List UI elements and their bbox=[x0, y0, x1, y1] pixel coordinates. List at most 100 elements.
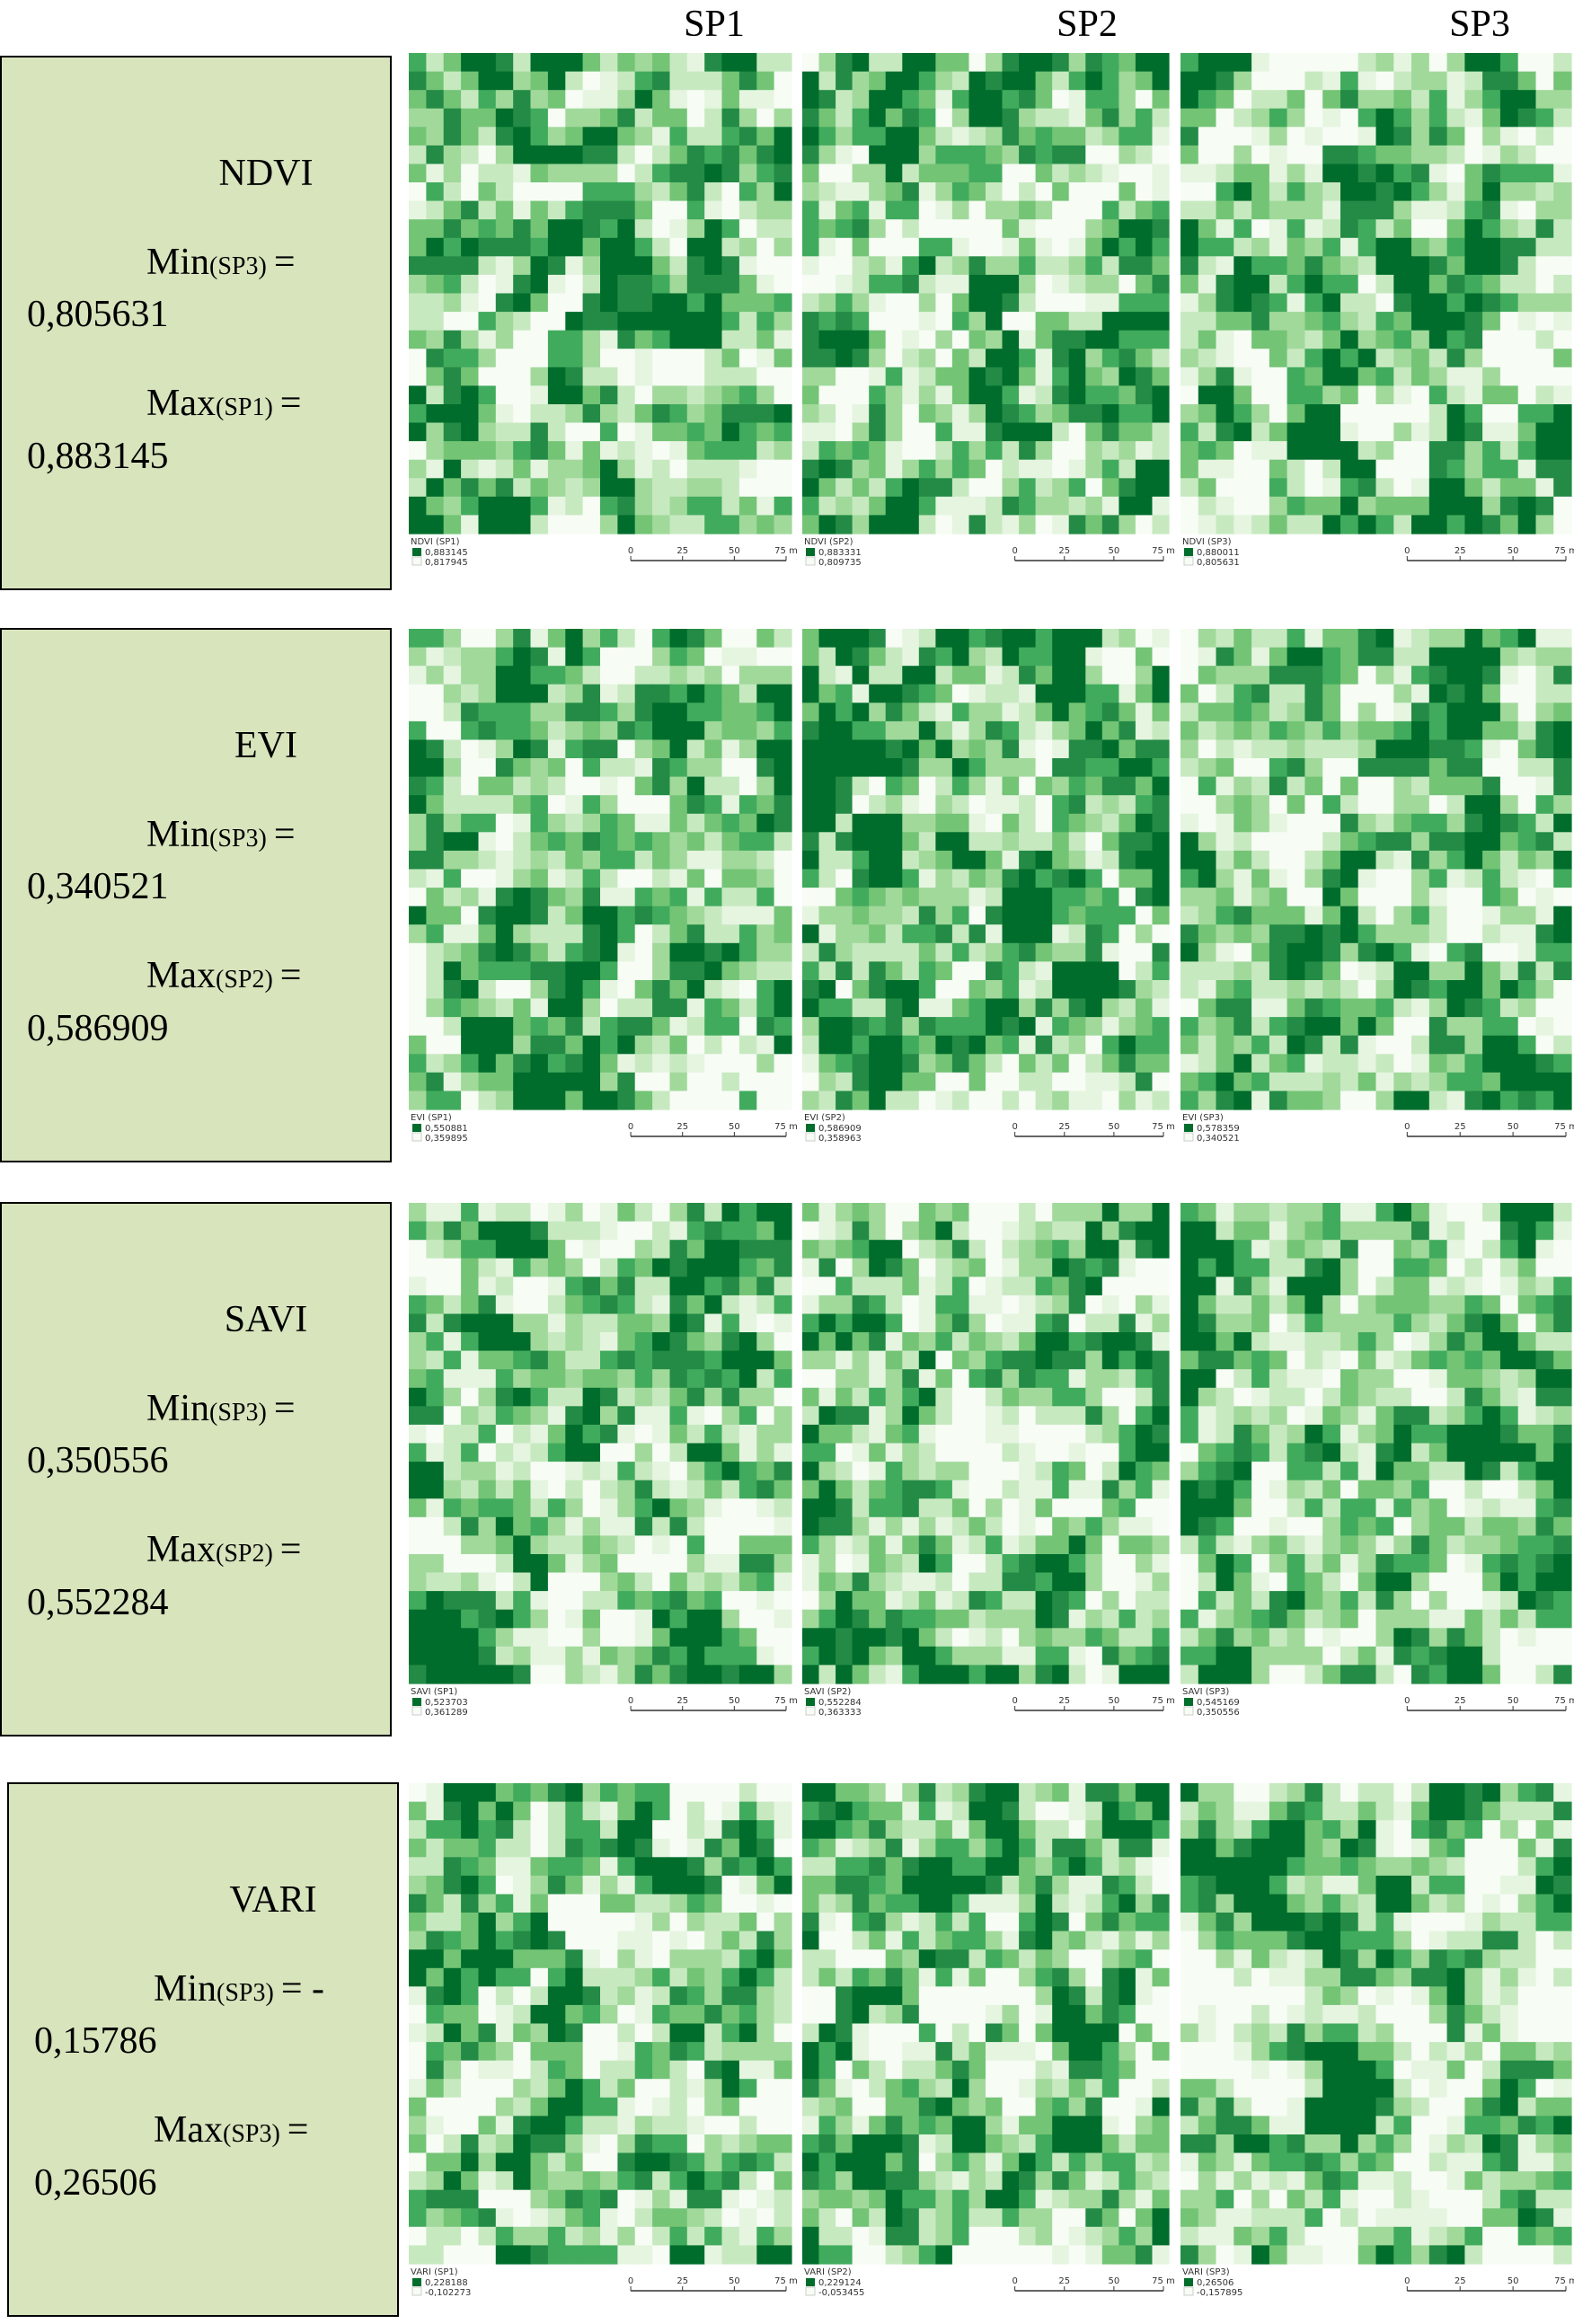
raster-cell bbox=[1375, 1035, 1394, 1055]
raster-cell bbox=[1322, 1054, 1341, 1074]
raster-cell bbox=[1052, 1406, 1070, 1426]
raster-cell bbox=[756, 1480, 775, 1499]
raster-cell bbox=[1019, 367, 1037, 386]
raster-cell bbox=[852, 1572, 870, 1592]
raster-cell bbox=[495, 515, 514, 535]
raster-cell bbox=[443, 367, 462, 386]
raster-cell bbox=[634, 647, 653, 667]
raster-cell bbox=[1517, 795, 1537, 815]
raster-cell bbox=[1340, 274, 1359, 295]
raster-cell bbox=[1234, 385, 1252, 405]
raster-cell bbox=[836, 1091, 853, 1110]
raster-cell bbox=[1375, 1332, 1394, 1352]
raster-cell bbox=[686, 182, 705, 202]
raster-cell bbox=[1535, 274, 1554, 295]
raster-cell bbox=[1357, 163, 1377, 183]
raster-cell bbox=[495, 1498, 514, 1518]
raster-cell bbox=[1393, 385, 1412, 405]
raster-cell bbox=[1068, 478, 1086, 498]
raster-cell bbox=[1393, 795, 1412, 815]
raster-cell bbox=[547, 127, 566, 146]
raster-cell bbox=[1553, 684, 1572, 703]
raster-cell bbox=[774, 1091, 792, 1110]
raster-cell bbox=[836, 71, 853, 91]
raster-cell bbox=[1068, 1313, 1086, 1333]
raster-cell bbox=[1553, 274, 1572, 295]
raster-cell bbox=[935, 293, 953, 313]
raster-cell bbox=[1251, 127, 1270, 146]
raster-cell bbox=[1085, 349, 1103, 368]
raster-cell bbox=[1135, 219, 1153, 239]
raster-cell bbox=[836, 53, 853, 73]
raster-cell bbox=[582, 850, 601, 870]
raster-cell bbox=[1393, 459, 1412, 479]
raster-cell bbox=[918, 1332, 936, 1352]
raster-cell bbox=[818, 776, 836, 796]
raster-cell bbox=[1216, 422, 1234, 442]
raster-cell bbox=[1152, 906, 1170, 925]
raster-cell bbox=[1393, 666, 1412, 685]
raster-cell bbox=[1216, 53, 1234, 73]
raster-cell bbox=[565, 349, 584, 368]
raster-cell bbox=[1428, 1054, 1448, 1074]
raster-cell bbox=[1287, 776, 1305, 796]
raster-cell bbox=[1517, 1054, 1537, 1074]
raster-cell bbox=[818, 182, 836, 202]
raster-cell bbox=[721, 1072, 740, 1091]
raster-cell bbox=[1002, 478, 1020, 498]
raster-cell bbox=[1198, 256, 1217, 276]
raster-cell bbox=[1428, 739, 1448, 759]
raster-cell bbox=[1357, 1332, 1377, 1352]
raster-cell bbox=[1002, 1462, 1020, 1481]
raster-cell bbox=[1553, 1054, 1572, 1074]
raster-cell bbox=[1499, 1332, 1519, 1352]
raster-cell bbox=[1119, 813, 1136, 833]
raster-cell bbox=[1357, 256, 1377, 276]
raster-cell bbox=[530, 1277, 549, 1296]
raster-cell bbox=[1052, 1258, 1070, 1277]
raster-cell bbox=[513, 906, 532, 925]
raster-cell bbox=[1464, 1350, 1483, 1370]
raster-cell bbox=[1019, 1313, 1037, 1333]
raster-cell bbox=[1553, 145, 1572, 165]
raster-cell bbox=[1152, 1035, 1170, 1055]
raster-cell bbox=[547, 758, 566, 778]
raster-cell bbox=[1052, 813, 1070, 833]
raster-cell bbox=[1251, 293, 1270, 313]
raster-cell bbox=[1428, 496, 1448, 516]
raster-cell bbox=[852, 237, 870, 257]
raster-cell bbox=[565, 1035, 584, 1055]
raster-cell bbox=[686, 1295, 705, 1315]
raster-cell bbox=[852, 1332, 870, 1352]
raster-cell bbox=[513, 237, 532, 257]
raster-cell bbox=[461, 1091, 480, 1110]
raster-cell bbox=[1035, 1203, 1053, 1223]
raster-cell bbox=[756, 108, 775, 128]
raster-cell bbox=[1180, 739, 1199, 759]
raster-cell bbox=[935, 367, 953, 386]
raster-cell bbox=[1119, 1572, 1136, 1592]
raster-cell bbox=[1198, 459, 1217, 479]
raster-cell bbox=[565, 1295, 584, 1315]
raster-cell bbox=[1428, 924, 1448, 944]
raster-cell bbox=[836, 629, 853, 649]
raster-cell bbox=[1180, 758, 1199, 778]
raster-cell bbox=[1393, 629, 1412, 649]
raster-cell bbox=[495, 924, 514, 944]
raster-cell bbox=[1002, 219, 1020, 239]
raster-cell bbox=[461, 1516, 480, 1536]
raster-cell bbox=[582, 441, 601, 461]
raster-cell bbox=[1340, 1406, 1359, 1426]
raster-cell bbox=[1304, 1406, 1323, 1426]
raster-cell bbox=[426, 1017, 445, 1037]
raster-cell bbox=[1052, 758, 1070, 778]
raster-cell bbox=[513, 312, 532, 331]
raster-cell bbox=[774, 1646, 792, 1666]
raster-cell bbox=[1101, 703, 1119, 722]
raster-cell bbox=[1180, 182, 1199, 202]
raster-cell bbox=[1464, 703, 1483, 722]
raster-cell bbox=[600, 200, 618, 220]
raster-cell bbox=[1340, 888, 1359, 907]
raster-cell bbox=[1464, 1277, 1483, 1296]
raster-cell bbox=[802, 200, 820, 220]
